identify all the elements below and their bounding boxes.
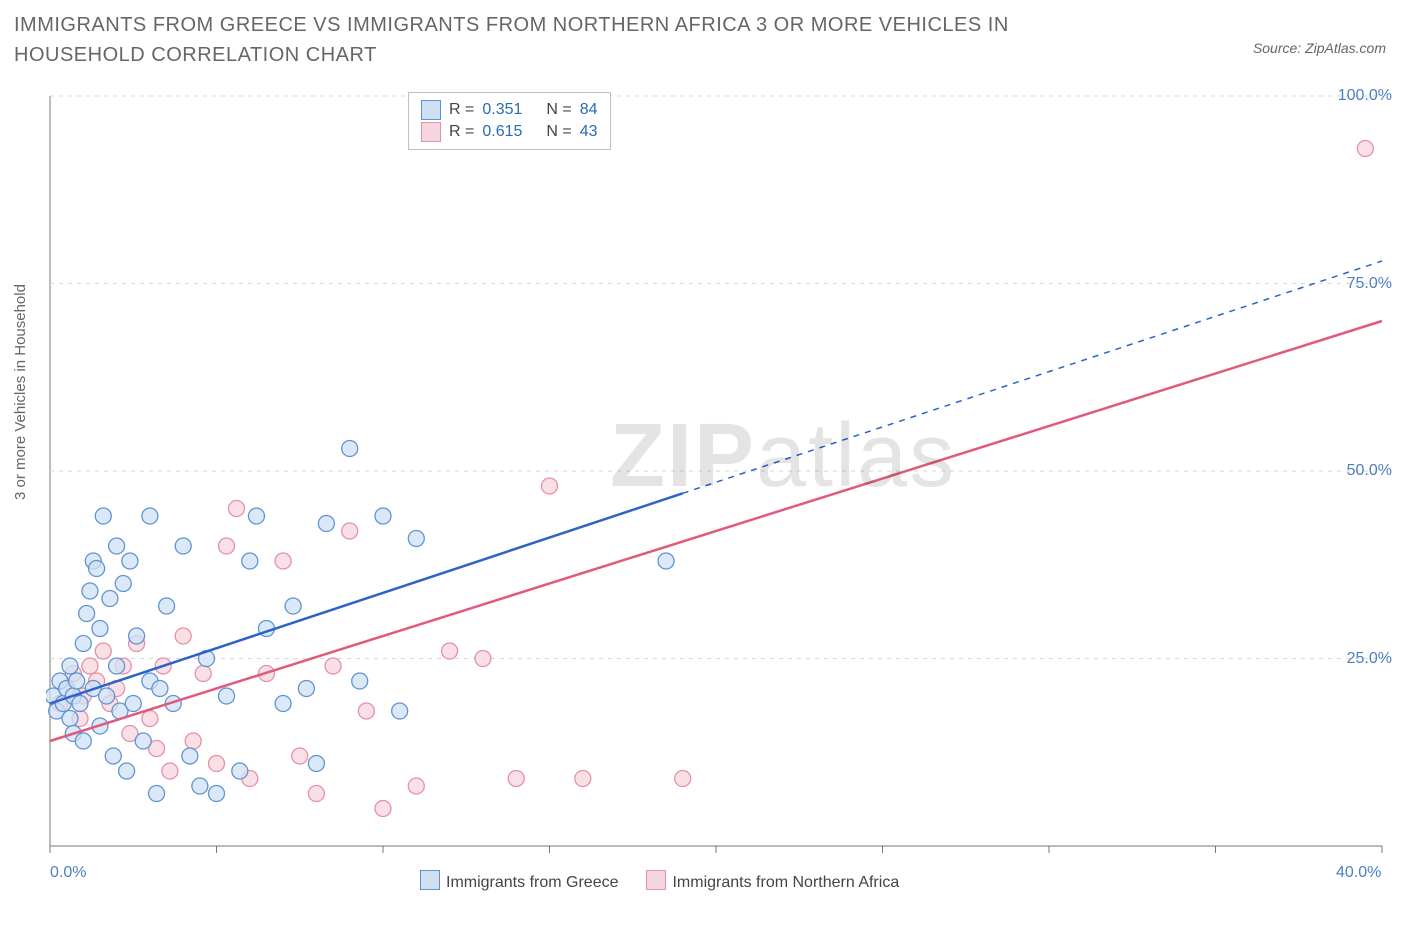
y-tick-label: 50.0% <box>1347 462 1392 480</box>
legend-label-greece: Immigrants from Greece <box>446 874 618 891</box>
y-tick-label: 25.0% <box>1347 650 1392 668</box>
legend-row-greece: R = 0.351 N = 84 <box>421 99 598 121</box>
legend-stats-box: R = 0.351 N = 84 R = 0.615 N = 43 <box>408 92 611 150</box>
scatter-chart <box>46 92 1386 892</box>
legend-series-box: Immigrants from Greece Immigrants from N… <box>420 870 899 892</box>
legend-row-nafrica: R = 0.615 N = 43 <box>421 121 598 143</box>
x-tick-max: 40.0% <box>1336 864 1381 882</box>
legend-item-greece: Immigrants from Greece <box>420 870 618 892</box>
legend-r-value: 0.351 <box>482 99 522 121</box>
y-tick-label: 100.0% <box>1338 87 1392 105</box>
legend-swatch-greece <box>421 100 441 120</box>
legend-r-value: 0.615 <box>482 121 522 143</box>
y-axis-label: 3 or more Vehicles in Household <box>12 284 29 500</box>
x-tick-min: 0.0% <box>50 864 86 882</box>
legend-swatch-nafrica <box>421 122 441 142</box>
legend-n-label: N = <box>546 99 571 121</box>
legend-swatch-nafrica <box>646 870 666 890</box>
legend-swatch-greece <box>420 870 440 890</box>
legend-label-nafrica: Immigrants from Northern Africa <box>672 874 899 891</box>
chart-title: IMMIGRANTS FROM GREECE VS IMMIGRANTS FRO… <box>14 10 1114 70</box>
source-label: Source: ZipAtlas.com <box>1253 40 1386 56</box>
legend-r-label: R = <box>449 121 474 143</box>
legend-n-label: N = <box>546 121 571 143</box>
legend-n-value: 84 <box>580 99 598 121</box>
y-tick-label: 75.0% <box>1347 275 1392 293</box>
legend-item-nafrica: Immigrants from Northern Africa <box>646 870 899 892</box>
legend-r-label: R = <box>449 99 474 121</box>
legend-n-value: 43 <box>580 121 598 143</box>
